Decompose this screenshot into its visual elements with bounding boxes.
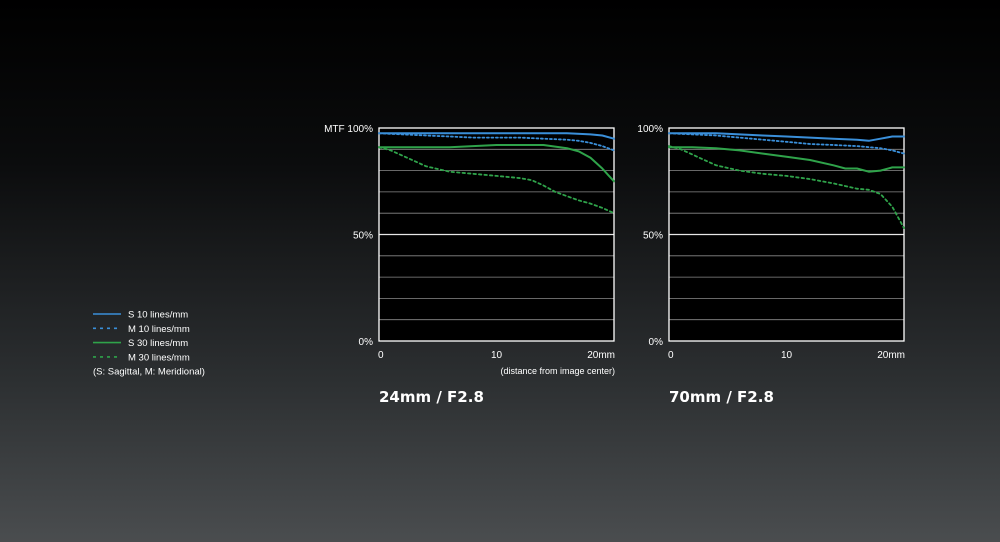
legend-label: S 30 lines/mm bbox=[128, 338, 188, 349]
series-line-s-10-lines-mm bbox=[378, 132, 615, 140]
series-line-s-30-lines-mm bbox=[668, 146, 905, 173]
legend: S 10 lines/mm M 10 lines/mm S 30 lines/mm M… bbox=[93, 310, 205, 378]
y-tick-label: 100% bbox=[637, 124, 663, 135]
plot-frame bbox=[378, 127, 615, 342]
x-tick-label: 20mm bbox=[877, 350, 905, 361]
chart-title: 70mm / F2.8 bbox=[669, 388, 774, 406]
series-line-m-10-lines-mm bbox=[378, 132, 615, 152]
chart-title: 24mm / F2.8 bbox=[379, 388, 484, 406]
legend-label: M 10 lines/mm bbox=[128, 324, 190, 335]
x-tick-label: 10 bbox=[781, 350, 793, 361]
x-axis-label: (distance from image center) bbox=[500, 366, 615, 376]
series-line-m-30-lines-mm bbox=[668, 145, 905, 229]
legend-label: M 30 lines/mm bbox=[128, 352, 190, 363]
y-tick-label: 0% bbox=[649, 337, 664, 348]
legend-label: S 10 lines/mm bbox=[128, 310, 188, 321]
series-line-m-10-lines-mm bbox=[668, 132, 905, 155]
series-line-s-10-lines-mm bbox=[668, 132, 905, 142]
plot-frame bbox=[668, 127, 905, 342]
x-tick-label: 10 bbox=[491, 350, 503, 361]
y-tick-label: 50% bbox=[353, 231, 373, 242]
x-tick-label: 0 bbox=[668, 350, 674, 361]
y-tick-label: 50% bbox=[643, 231, 663, 242]
x-tick-label: 0 bbox=[378, 350, 384, 361]
y-tick-label: MTF 100% bbox=[324, 124, 373, 135]
chart-24mm: 0% 50% MTF 100% 0 10 20mm (distance from image… bbox=[324, 124, 615, 406]
x-tick-label: 20mm bbox=[587, 350, 615, 361]
series-line-m-30-lines-mm bbox=[378, 146, 615, 215]
y-tick-label: 0% bbox=[359, 337, 374, 348]
legend-note: (S: Sagittal, M: Meridional) bbox=[93, 367, 205, 378]
chart-70mm: 0% 50% 100% 0 10 20mm 70mm / F2.8 bbox=[637, 124, 905, 406]
series-line-s-30-lines-mm bbox=[378, 144, 615, 183]
